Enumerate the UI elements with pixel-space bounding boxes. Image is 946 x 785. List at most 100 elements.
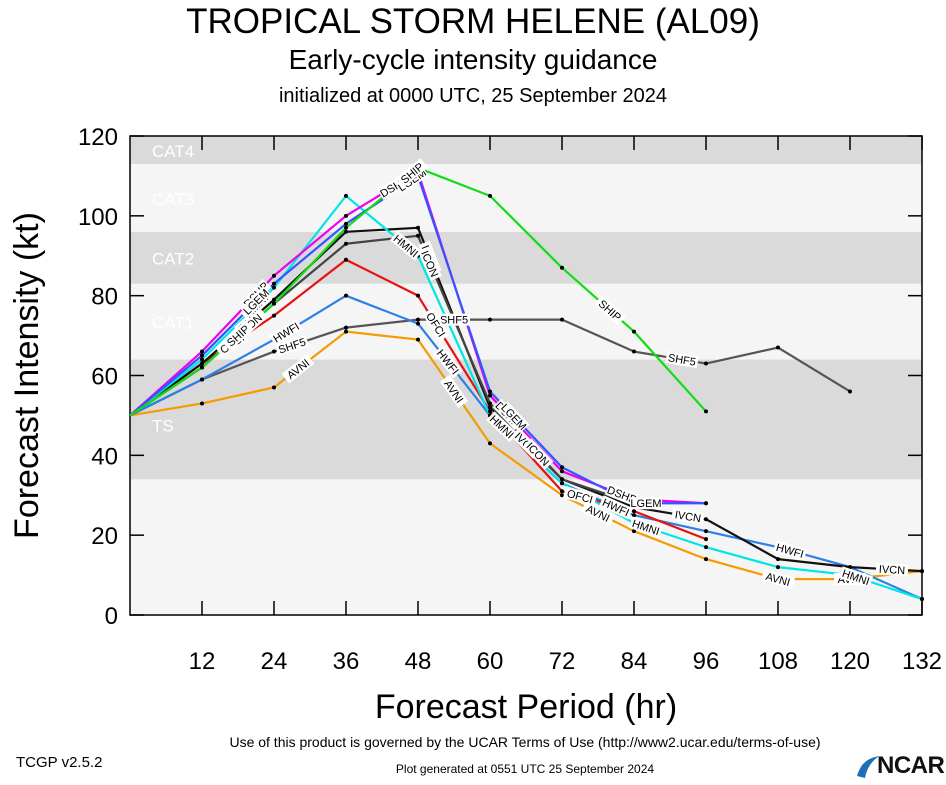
generated-time-text: Plot generated at 0551 UTC 25 September … xyxy=(395,762,655,776)
data-point-shf5 xyxy=(488,317,492,322)
data-point-lgem xyxy=(560,465,564,470)
band-label-ts: TS xyxy=(152,416,174,435)
x-tick-label: 120 xyxy=(830,648,870,675)
y-axis-title: Forecast Intensity (kt) xyxy=(8,212,46,539)
data-point-shf5 xyxy=(416,317,420,322)
y-tick-label: 100 xyxy=(78,204,118,231)
series-label-ivcn: IVCN xyxy=(674,509,702,525)
data-point-ship xyxy=(704,409,708,414)
data-point-avni xyxy=(344,329,348,334)
data-point-ivcn xyxy=(272,297,276,302)
data-point-ship xyxy=(632,329,636,334)
data-point-hmni xyxy=(272,285,276,290)
data-point-ship xyxy=(200,365,204,370)
ncar-logo: NCAR xyxy=(855,752,945,780)
data-point-dshp xyxy=(344,213,348,218)
series-label-bg-lgem xyxy=(630,497,662,510)
series-label-bg-ofci xyxy=(562,486,598,507)
series-label-bg-avni xyxy=(439,374,469,409)
data-point-lgem xyxy=(344,221,348,226)
data-point-lgem xyxy=(200,353,204,358)
data-point-ivcn xyxy=(200,361,204,366)
chart-title: TROPICAL STORM HELENE (AL09) xyxy=(186,2,760,41)
series-label-bg-icon xyxy=(522,438,554,470)
data-point-hwfi xyxy=(704,529,708,534)
data-point-hmni xyxy=(200,357,204,362)
data-point-avni xyxy=(272,385,276,390)
data-point-ivcn xyxy=(920,569,924,574)
y-tick-label: 60 xyxy=(91,364,118,391)
series-label-bg-hmni xyxy=(486,411,518,443)
data-point-ship xyxy=(272,301,276,306)
y-tick-label: 80 xyxy=(91,284,118,311)
series-label-bg-ship xyxy=(395,158,429,188)
series-label-bg-ship xyxy=(594,295,626,326)
data-point-hmni xyxy=(560,481,564,486)
data-point-shf5 xyxy=(632,349,636,354)
data-point-shf5 xyxy=(848,389,852,394)
series-label-bg-hwfi xyxy=(772,540,808,561)
data-point-hmni xyxy=(920,597,924,602)
series-label-bg-avni xyxy=(281,354,315,384)
series-label-shf5: SHF5 xyxy=(667,352,697,368)
data-point-hwfi xyxy=(416,321,420,326)
series-label-bg-hmni xyxy=(838,566,874,588)
data-point-ship xyxy=(344,225,348,230)
data-point-ofci xyxy=(416,293,420,298)
series-label-ivcn: IVCN xyxy=(878,564,905,577)
data-point-hmni xyxy=(776,565,780,570)
data-point-lgem xyxy=(272,281,276,286)
x-tick-label: 132 xyxy=(902,648,942,675)
series-label-bg-lgem xyxy=(240,286,272,318)
data-point-hmni xyxy=(704,545,708,550)
data-point-shf5 xyxy=(560,317,564,322)
data-point-ofci xyxy=(488,409,492,414)
band-cat3 xyxy=(130,163,922,232)
series-label-bg-ship xyxy=(222,320,254,351)
data-point-avni xyxy=(488,441,492,446)
data-point-shf5 xyxy=(344,325,348,330)
x-axis-title: Forecast Period (hr) xyxy=(375,688,677,726)
terms-of-use-text: Use of this product is governed by the U… xyxy=(229,734,821,750)
data-point-hmni xyxy=(344,193,348,198)
data-point-icon xyxy=(344,241,348,246)
series-label-bg-hmni xyxy=(389,230,423,261)
series-label-bg-ofci xyxy=(422,307,450,342)
y-tick-label: 0 xyxy=(105,603,118,630)
chart-subtitle: Early-cycle intensity guidance xyxy=(288,44,658,75)
data-point-ivcn xyxy=(704,517,708,522)
band-ts xyxy=(130,359,922,480)
data-point-ship xyxy=(560,265,564,270)
band-label-cat2: CAT2 xyxy=(152,250,194,269)
band-cat4 xyxy=(130,136,922,164)
data-point-icon xyxy=(416,233,420,238)
data-point-hwfi xyxy=(632,513,636,518)
ncar-swoosh-icon xyxy=(857,756,879,778)
data-point-ofci xyxy=(344,257,348,262)
data-point-ofci xyxy=(632,509,636,514)
data-point-shf5 xyxy=(776,345,780,350)
series-label-bg-hwfi xyxy=(433,345,463,379)
data-point-hwfi xyxy=(200,377,204,382)
series-label-bg-shf5 xyxy=(274,334,310,357)
y-tick-label: 20 xyxy=(91,523,118,550)
band-cat2 xyxy=(130,231,922,284)
data-point-icon xyxy=(488,401,492,406)
series-label-bg-avni xyxy=(760,569,796,590)
version-label: TCGP v2.5.2 xyxy=(16,754,103,771)
data-point-dshp xyxy=(488,393,492,398)
data-point-dshp xyxy=(560,469,564,474)
series-label-shf5: SHF5 xyxy=(440,315,468,327)
series-label-bg-avni xyxy=(581,500,615,526)
data-point-ship xyxy=(488,193,492,198)
logo-text: NCAR xyxy=(877,752,945,779)
y-tick-label: 40 xyxy=(91,443,118,470)
data-point-ofci xyxy=(704,537,708,542)
data-point-ofci xyxy=(560,489,564,494)
data-point-shf5 xyxy=(272,349,276,354)
data-point-avni xyxy=(704,557,708,562)
y-tick-label: 120 xyxy=(78,124,118,151)
x-tick-label: 108 xyxy=(758,648,798,675)
init-time: initialized at 0000 UTC, 25 September 20… xyxy=(278,85,667,107)
series-label-bg-hwfi xyxy=(269,318,303,346)
